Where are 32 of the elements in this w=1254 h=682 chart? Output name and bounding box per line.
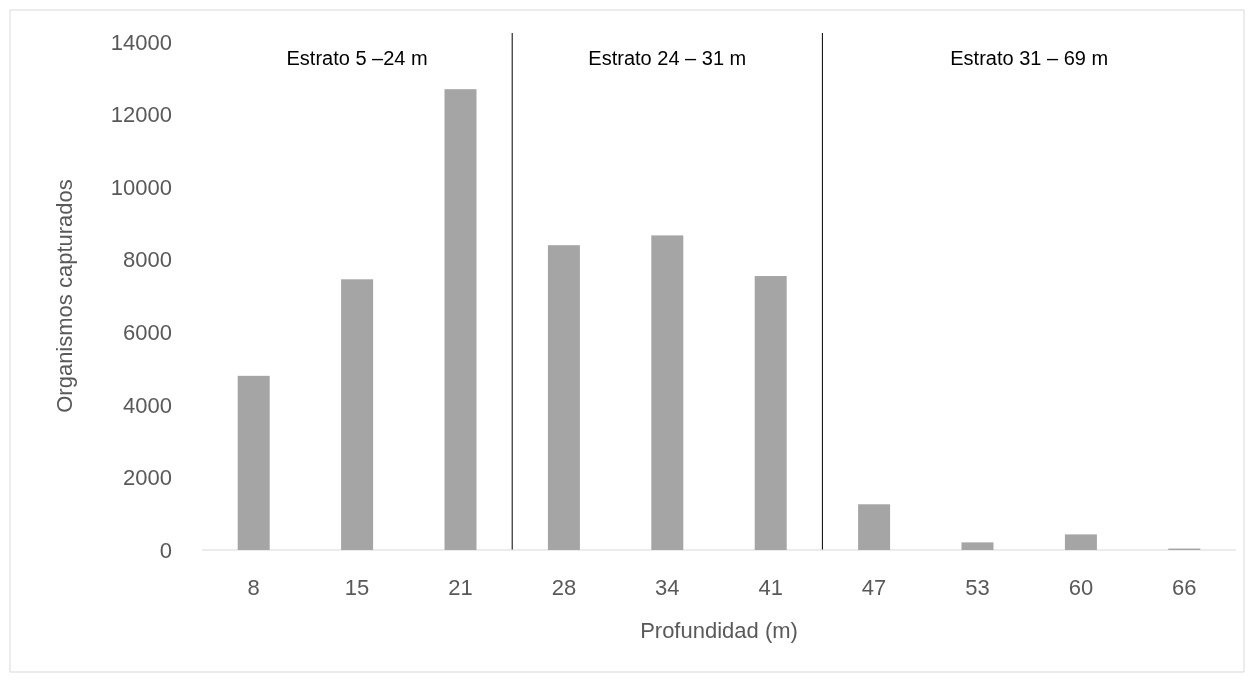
bar xyxy=(341,279,374,550)
annotation: Estrato 5 –24 m xyxy=(286,47,428,69)
y-tick-label: 8000 xyxy=(123,247,172,273)
bar xyxy=(1064,534,1097,550)
y-tick-label: 14000 xyxy=(110,29,172,55)
bar xyxy=(858,504,891,550)
y-tick-label: 10000 xyxy=(110,174,172,200)
x-tick-label: 53 xyxy=(965,575,990,600)
annotation: Estrato 24 – 31 m xyxy=(588,47,747,69)
x-tick-label: 15 xyxy=(344,575,370,600)
x-tick-label: 28 xyxy=(551,575,577,600)
x-tick-label: 47 xyxy=(861,575,887,600)
x-tick-label: 41 xyxy=(758,575,783,600)
x-axis-title: Profundidad (m) xyxy=(640,618,798,643)
annotation: Estrato 31 – 69 m xyxy=(950,47,1109,69)
bar xyxy=(237,375,270,550)
bar xyxy=(754,276,787,550)
x-tick-label: 60 xyxy=(1068,575,1094,600)
y-axis-title: Organismos capturados xyxy=(52,179,77,413)
x-tick-label: 66 xyxy=(1172,575,1197,600)
bar xyxy=(547,245,580,550)
bar xyxy=(444,89,477,550)
bar xyxy=(961,542,994,550)
bar xyxy=(651,235,684,550)
x-tick-label: 34 xyxy=(655,575,680,600)
x-tick-label: 21 xyxy=(448,575,473,600)
y-tick-label: 2000 xyxy=(123,465,172,491)
x-tick-label: 8 xyxy=(247,575,260,600)
y-tick-label: 12000 xyxy=(110,102,172,128)
y-tick-label: 4000 xyxy=(123,392,172,418)
y-tick-label: 6000 xyxy=(123,319,172,345)
y-tick-label: 0 xyxy=(159,537,172,563)
